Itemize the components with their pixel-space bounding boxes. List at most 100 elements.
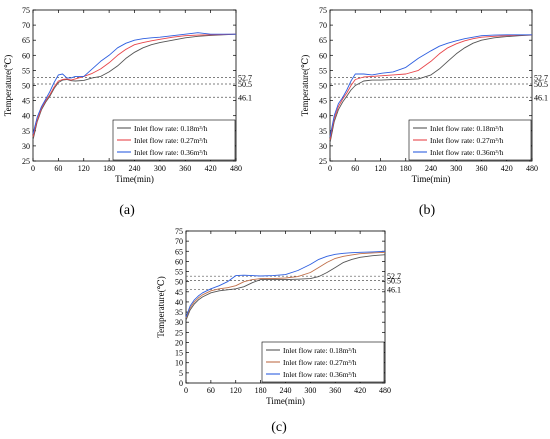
legend-box: [408, 119, 532, 161]
y-tick-label: 30: [22, 142, 30, 151]
y-tick-label: 40: [175, 298, 183, 307]
legend: Inlet flow rate: 0.18m³/h Inlet flow rate…: [408, 119, 532, 161]
x-tick-label: 240: [425, 164, 437, 173]
x-tick-label: 120: [375, 164, 387, 173]
legend-entry: Inlet flow rate: 0.18m³/h: [134, 124, 208, 133]
series-line-0: [185, 254, 386, 321]
y-tick-label: 40: [22, 112, 30, 121]
reference-line-label: 50.5: [238, 80, 252, 89]
legend-box: [112, 119, 236, 161]
x-tick-label: 240: [129, 164, 141, 173]
x-tick-label: 420: [354, 386, 366, 395]
y-tick-label: 5: [179, 369, 183, 378]
reference-line-label: 46.1: [238, 93, 252, 102]
y-tick-label: 75: [319, 6, 327, 15]
x-tick-label: 120: [230, 386, 242, 395]
x-tick-label: 360: [476, 164, 488, 173]
y-tick-label: 35: [175, 308, 183, 317]
x-tick-label: 0: [328, 164, 332, 173]
x-tick-label: 360: [329, 386, 341, 395]
x-tick-label: 180: [255, 386, 267, 395]
y-tick-label: 20: [175, 338, 183, 347]
panel-letter-c: (c): [271, 420, 287, 435]
x-tick-label: 420: [501, 164, 513, 173]
y-tick-label: 65: [319, 36, 327, 45]
x-axis-label: Time(min): [115, 174, 154, 184]
y-tick-label: 25: [22, 157, 30, 166]
y-tick-label: 35: [319, 127, 327, 136]
series-line-2: [329, 34, 532, 137]
x-tick-label: 420: [205, 164, 217, 173]
x-tick-label: 0: [184, 386, 188, 395]
x-tick-label: 300: [154, 164, 166, 173]
legend-entry: Inlet flow rate: 0.36m³/h: [430, 148, 504, 157]
reference-line-label: 52.7: [387, 272, 401, 281]
panels: 0 60 120 180 240 300 360 420 4802530354045505560…: [3, 6, 548, 406]
reference-line-label: 50.5: [387, 277, 401, 286]
reference-line-label: 46.1: [387, 286, 401, 295]
x-tick-label: 480: [526, 164, 538, 173]
y-tick-label: 35: [22, 127, 30, 136]
reference-line-label: 52.7: [534, 73, 548, 82]
panel-letter-a: (a): [119, 203, 135, 218]
series-line-2: [32, 32, 236, 134]
y-tick-label: 15: [175, 349, 183, 358]
series-line-0: [32, 33, 237, 141]
y-tick-label: 25: [175, 328, 183, 337]
y-tick-label: 50: [22, 82, 30, 91]
y-tick-label: 30: [175, 318, 183, 327]
y-tick-label: 70: [175, 237, 183, 246]
y-tick-label: 45: [175, 288, 183, 297]
series-line-2: [185, 250, 386, 318]
x-axis-label: Time(min): [266, 396, 305, 406]
y-tick-label: 55: [175, 268, 183, 277]
x-tick-label: 480: [230, 164, 242, 173]
x-tick-label: 300: [304, 386, 316, 395]
x-tick-label: 60: [351, 164, 359, 173]
series-line-1: [329, 34, 533, 140]
y-tick-label: 25: [319, 157, 327, 166]
y-tick-label: 70: [319, 21, 327, 30]
series-line-0: [329, 34, 533, 143]
legend-entry: Inlet flow rate: 0.27m³/h: [283, 358, 357, 367]
reference-line-label: 50.5: [534, 80, 548, 89]
x-tick-label: 0: [31, 164, 35, 173]
reference-line-label: 52.7: [238, 73, 252, 82]
y-tick-label: 65: [175, 247, 183, 256]
legend-entry: Inlet flow rate: 0.36m³/h: [283, 370, 357, 379]
x-tick-label: 60: [207, 386, 215, 395]
x-tick-label: 180: [400, 164, 412, 173]
y-tick-label: 55: [22, 66, 30, 75]
legend: Inlet flow rate: 0.18m³/h Inlet flow rate…: [112, 119, 236, 161]
y-axis-label: Temperature(℃): [156, 276, 166, 337]
chart-panel-a: 0 60 120 180 240 300 360 420 480 25 30 35 40 45 50 55 60…: [3, 6, 252, 184]
series-line-1: [185, 251, 386, 319]
chart-panel-b: 0 60 120 180 240 300 360 420 480 25 30 35 40 45 50 55 60…: [300, 6, 548, 184]
x-tick-label: 120: [78, 164, 90, 173]
legend: Inlet flow rate: 0.18m³/h Inlet flow rate…: [261, 341, 385, 383]
y-axis-label: Temperature(℃): [3, 55, 13, 116]
y-tick-label: 60: [22, 51, 30, 60]
y-tick-label: 45: [22, 97, 30, 106]
y-tick-label: 75: [22, 6, 30, 15]
legend-entry: Inlet flow rate: 0.27m³/h: [430, 136, 504, 145]
y-tick-label: 50: [175, 278, 183, 287]
y-tick-label: 45: [319, 97, 327, 106]
y-tick-label: 75: [175, 227, 183, 236]
y-tick-label: 10: [175, 359, 183, 368]
legend-box: [261, 341, 385, 383]
y-tick-label: 70: [22, 21, 30, 30]
x-tick-label: 300: [450, 164, 462, 173]
panel-letter-b: (b): [419, 203, 436, 218]
y-tick-label: 30: [319, 142, 327, 151]
y-tick-label: 65: [22, 36, 30, 45]
reference-line-label: 46.1: [534, 93, 548, 102]
x-tick-label: 180: [103, 164, 115, 173]
y-tick-label: 40: [319, 112, 327, 121]
y-tick-label: 60: [175, 257, 183, 266]
x-tick-label: 480: [379, 386, 391, 395]
y-tick-label: 50: [319, 82, 327, 91]
x-tick-label: 240: [280, 386, 292, 395]
